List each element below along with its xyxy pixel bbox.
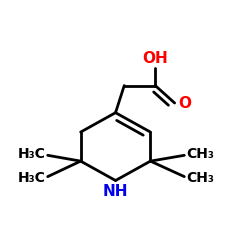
Text: NH: NH [103,184,128,200]
Text: CH₃: CH₃ [186,147,214,161]
Text: H₃C: H₃C [18,147,46,161]
Text: O: O [178,96,192,110]
Text: OH: OH [142,51,168,66]
Text: H₃C: H₃C [18,170,46,184]
Text: CH₃: CH₃ [186,170,214,184]
